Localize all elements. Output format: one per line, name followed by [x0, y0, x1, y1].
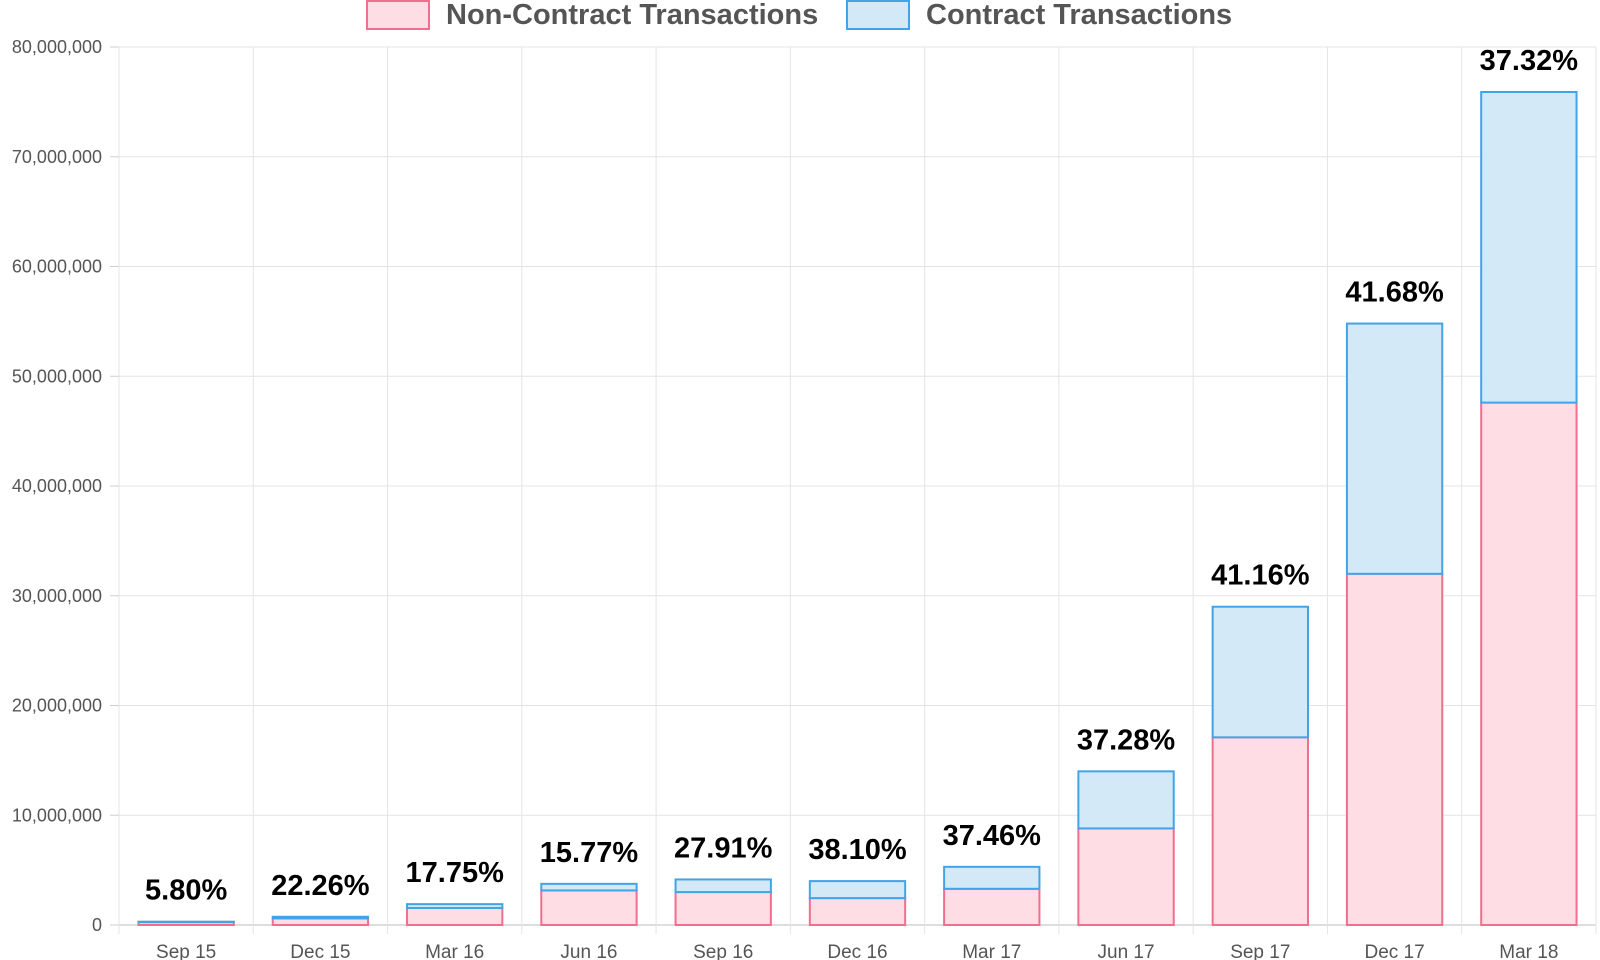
- bar-contract: [1211, 605, 1309, 739]
- chart-legend: Non-Contract Transactions Contract Trans…: [0, 0, 1600, 36]
- x-tick-label: Sep 15: [156, 942, 216, 960]
- x-tick-label: Mar 18: [1499, 942, 1558, 960]
- bar-contract: [1345, 322, 1444, 575]
- data-label: 5.80%: [145, 875, 227, 907]
- legend-item-non-contract[interactable]: Non-Contract Transactions: [366, 0, 818, 30]
- bar-non-contract: [406, 906, 504, 927]
- data-label: 41.68%: [1345, 277, 1444, 309]
- bar-contract: [271, 915, 370, 920]
- y-tick-label: 50,000,000: [12, 366, 102, 386]
- bar-contract: [674, 878, 772, 894]
- data-label: 37.46%: [943, 820, 1042, 852]
- legend-item-contract[interactable]: Contract Transactions: [846, 0, 1232, 30]
- x-tick-label: Sep 16: [693, 942, 753, 960]
- data-label: 38.10%: [808, 834, 907, 866]
- x-tick-label: Dec 17: [1364, 942, 1424, 960]
- bar-non-contract: [674, 891, 772, 927]
- bar-contract: [406, 903, 504, 909]
- x-tick-label: Jun 17: [1098, 942, 1155, 960]
- x-tick-label: Sep 17: [1230, 942, 1290, 960]
- bar-non-contract: [808, 897, 907, 927]
- legend-swatch-non-contract: [366, 0, 430, 30]
- x-tick-label: Dec 15: [290, 942, 350, 960]
- bar-contract: [1077, 770, 1175, 830]
- y-tick-label: 80,000,000: [12, 37, 102, 57]
- bar-non-contract: [943, 887, 1041, 926]
- bar-non-contract: [1480, 401, 1578, 926]
- data-label: 22.26%: [271, 870, 370, 902]
- bar-non-contract: [1077, 827, 1175, 926]
- x-tick-label: Mar 17: [962, 942, 1021, 960]
- y-tick-label: 20,000,000: [12, 696, 102, 716]
- y-tick-label: 70,000,000: [12, 147, 102, 167]
- x-tick-label: Jun 16: [560, 942, 617, 960]
- y-tick-label: 0: [92, 915, 102, 935]
- y-tick-label: 40,000,000: [12, 476, 102, 496]
- legend-label-contract: Contract Transactions: [926, 0, 1233, 31]
- x-tick-label: Mar 16: [425, 942, 484, 960]
- bar-contract: [540, 882, 638, 892]
- legend-swatch-contract: [846, 0, 910, 30]
- y-tick-label: 30,000,000: [12, 586, 102, 606]
- data-label: 17.75%: [406, 857, 505, 889]
- bar-contract: [137, 920, 235, 924]
- data-label: 41.16%: [1211, 560, 1310, 592]
- bar-non-contract: [540, 889, 638, 927]
- legend-label-non-contract: Non-Contract Transactions: [446, 0, 819, 31]
- bar-non-contract: [1211, 736, 1309, 927]
- bar-contract: [1480, 90, 1578, 404]
- data-label: 15.77%: [540, 837, 639, 869]
- data-label: 27.91%: [674, 832, 773, 864]
- data-label: 37.28%: [1077, 724, 1176, 756]
- bar-non-contract: [1345, 572, 1444, 926]
- y-tick-label: 60,000,000: [12, 257, 102, 277]
- bar-contract: [943, 865, 1041, 890]
- bar-contract: [808, 880, 907, 900]
- x-tick-label: Dec 16: [827, 942, 887, 960]
- data-label: 37.32%: [1480, 45, 1579, 77]
- y-tick-label: 10,000,000: [12, 805, 102, 825]
